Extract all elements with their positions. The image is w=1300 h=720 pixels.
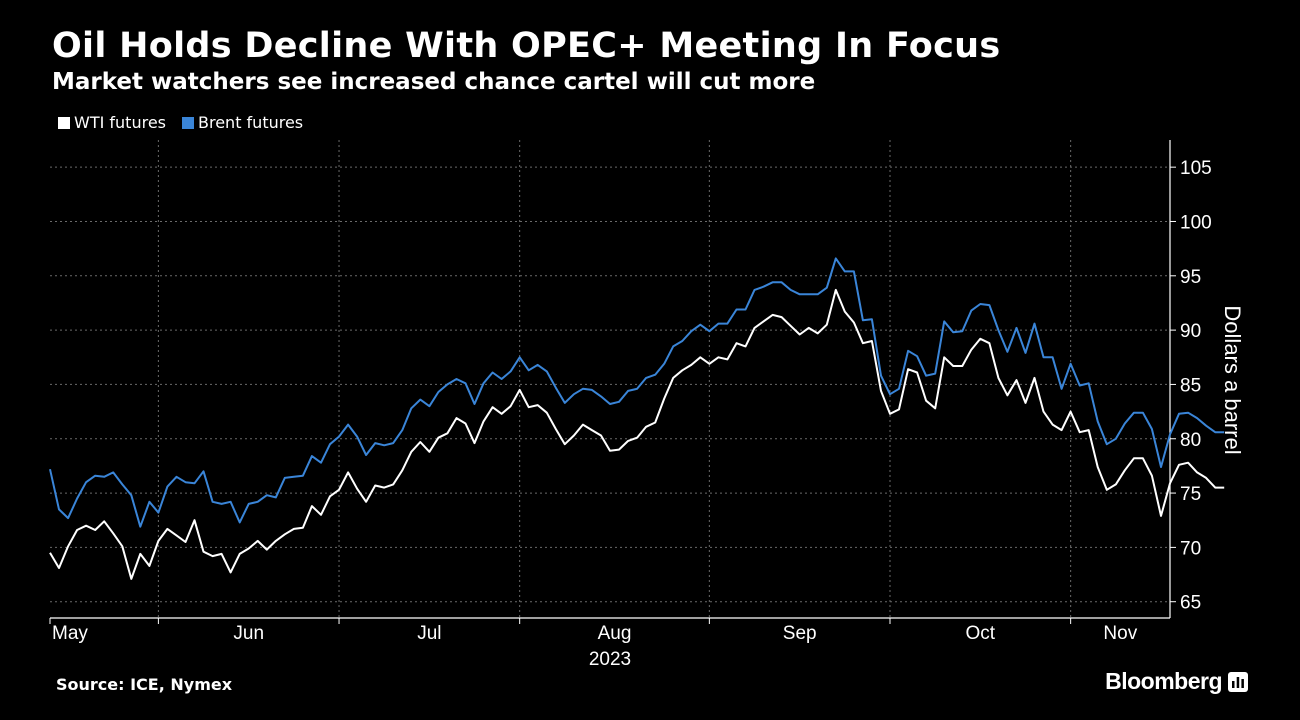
x-tick-label-oct: Oct xyxy=(966,623,996,644)
legend-item-wti: WTI futures xyxy=(58,113,166,132)
y-tick-label: 65 xyxy=(1180,593,1201,614)
legend-label-brent: Brent futures xyxy=(198,113,304,132)
source-note: Source: ICE, Nymex xyxy=(56,675,233,694)
x-tick-label-nov: Nov xyxy=(1103,623,1137,644)
x-tick-label-jul: Jul xyxy=(417,623,441,644)
y-tick-label: 90 xyxy=(1180,321,1201,342)
brand-name: Bloomberg xyxy=(1105,668,1222,694)
bloomberg-logo: Bloomberg xyxy=(1105,668,1248,695)
y-tick-label: 95 xyxy=(1180,267,1201,288)
legend-item-brent: Brent futures xyxy=(182,113,303,132)
legend-label-wti: WTI futures xyxy=(74,113,166,132)
x-tick-label-aug: Aug xyxy=(598,623,632,644)
legend-swatch-wti xyxy=(58,116,70,129)
y-tick-label: 105 xyxy=(1180,158,1212,179)
grid-layer xyxy=(50,140,1170,618)
chart-subtitle: Market watchers see increased chance car… xyxy=(52,69,816,95)
x-tick-label-sep: Sep xyxy=(783,623,817,644)
y-tick-label: 100 xyxy=(1180,212,1212,233)
axis-layer: 65 70 75 80 85 90 95 100 105 May Jun Jul Aug Sep Oct No… xyxy=(49,140,1212,644)
y-tick-label: 85 xyxy=(1180,375,1201,396)
y-tick-label: 75 xyxy=(1180,484,1201,505)
bloomberg-chart-icon xyxy=(1228,671,1248,692)
x-tick-label-may: May xyxy=(52,623,88,644)
x-tick-label-jun: Jun xyxy=(233,623,264,644)
series-layer xyxy=(49,257,1225,580)
series-line-wti xyxy=(49,288,1225,580)
y-axis-label: Dollars a barrel xyxy=(1220,305,1245,454)
chart-legend: WTI futures Brent futures xyxy=(58,113,319,132)
chart-title: Oil Holds Decline With OPEC+ Meeting In … xyxy=(52,26,1001,66)
y-tick-label: 80 xyxy=(1180,430,1201,451)
y-tick-label: 70 xyxy=(1180,538,1201,559)
x-axis-year-label: 2023 xyxy=(589,649,631,670)
series-line-brent xyxy=(49,257,1225,528)
legend-swatch-brent xyxy=(182,116,194,129)
